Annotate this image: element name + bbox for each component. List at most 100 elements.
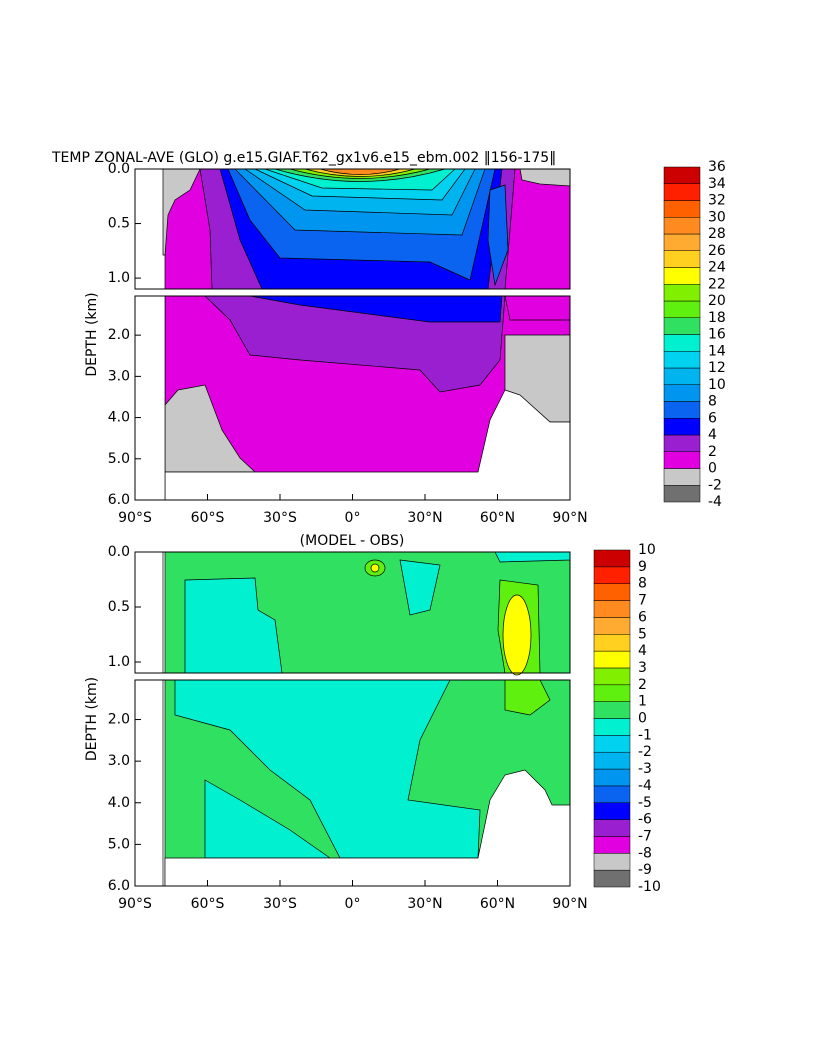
colorbar-label: 2 xyxy=(638,677,647,693)
chart-title: (MODEL - OBS) xyxy=(300,533,405,549)
colorbar-label: 12 xyxy=(708,360,726,376)
colorbar-label: 8 xyxy=(638,576,647,592)
colorbar-band xyxy=(593,751,631,770)
colorbar-label: 0 xyxy=(708,461,717,477)
colorbar-label: -7 xyxy=(638,828,652,844)
x-tick-label: 30°N xyxy=(407,510,442,526)
y-tick-label: 1.0 xyxy=(108,270,130,286)
colorbar-label: 22 xyxy=(708,276,726,292)
colorbar-band xyxy=(593,836,631,854)
colorbar-band xyxy=(593,869,631,888)
colorbar-label: 4 xyxy=(638,643,647,659)
colorbar-label: 16 xyxy=(708,327,726,343)
y-axis-label: DEPTH (km) xyxy=(84,677,100,761)
y-tick-label: 1.0 xyxy=(108,654,130,670)
x-tick-label: 0° xyxy=(345,896,361,912)
colorbar-band xyxy=(663,367,701,385)
colorbar-label: 6 xyxy=(638,609,647,625)
colorbar-band xyxy=(593,785,631,804)
y-tick-label: 2.0 xyxy=(108,712,130,728)
colorbar-band xyxy=(593,617,631,635)
colorbar-label: 14 xyxy=(708,343,726,359)
colorbar-band xyxy=(663,300,701,318)
colorbar-band xyxy=(593,650,631,669)
colorbar-label: 9 xyxy=(638,559,647,575)
plot-frame xyxy=(134,551,571,674)
y-tick-label: 6.0 xyxy=(108,878,130,894)
colorbar-label: 0 xyxy=(638,711,647,727)
x-tick-label: 90°N xyxy=(552,510,587,526)
colorbar-band xyxy=(663,334,701,352)
x-tick-label: 60°S xyxy=(191,510,225,526)
colorbar-label: 10 xyxy=(638,542,656,558)
colorbar-band xyxy=(663,485,701,503)
colorbar-band xyxy=(593,735,631,753)
colorbar-label: -2 xyxy=(638,744,652,760)
colorbar-band xyxy=(663,233,701,251)
y-tick-label: 0.5 xyxy=(108,216,130,232)
colorbar-label: -6 xyxy=(638,812,652,828)
field-top xyxy=(134,168,571,501)
colorbar-label: -2 xyxy=(708,477,722,493)
colorbar-label: 32 xyxy=(708,193,726,209)
x-tick-label: 60°S xyxy=(191,896,225,912)
colorbar-label: -5 xyxy=(638,795,652,811)
colorbar-band xyxy=(663,183,701,201)
colorbar-label: 26 xyxy=(708,243,726,259)
x-tick-label: 90°S xyxy=(118,896,152,912)
colorbar-band xyxy=(663,434,701,452)
colorbar-label: 24 xyxy=(708,260,726,276)
x-tick-label: 30°S xyxy=(263,896,297,912)
colorbar-band xyxy=(663,267,701,285)
colorbar-band xyxy=(593,768,631,787)
colorbar-band xyxy=(593,701,631,719)
colorbar-label: 20 xyxy=(708,293,726,309)
y-tick-label: 0.0 xyxy=(108,544,130,560)
colorbar-label: -9 xyxy=(638,862,652,878)
colorbar-label: -1 xyxy=(638,727,652,743)
colorbar-label: 6 xyxy=(708,410,717,426)
plot-frame xyxy=(134,168,571,290)
colorbar-band xyxy=(593,667,631,686)
colorbar-band xyxy=(593,549,631,568)
colorbar-band xyxy=(663,468,701,486)
colorbar-band xyxy=(593,802,631,820)
colorbar-label: 34 xyxy=(708,176,726,192)
colorbar-band xyxy=(593,819,631,837)
colorbar-label: 1 xyxy=(638,694,647,710)
colorbar-label: 7 xyxy=(638,593,647,609)
y-tick-label: 0.0 xyxy=(108,161,130,177)
colorbar-band xyxy=(593,634,631,652)
x-tick-label: 30°S xyxy=(263,510,297,526)
y-tick-label: 5.0 xyxy=(108,836,130,852)
field-bottom xyxy=(134,551,571,887)
x-tick-label: 60°N xyxy=(480,510,515,526)
y-axis-label: DEPTH (km) xyxy=(84,292,100,376)
colorbar-band xyxy=(663,351,701,369)
x-tick-label: 90°S xyxy=(118,510,152,526)
x-tick-label: 30°N xyxy=(407,896,442,912)
colorbar-band xyxy=(663,166,701,184)
colorbar-label: 36 xyxy=(708,159,726,175)
colorbar-band xyxy=(593,684,631,702)
y-tick-label: 3.0 xyxy=(108,368,130,384)
colorbar-band xyxy=(663,451,701,469)
colorbar-label: 8 xyxy=(708,394,717,410)
chart-title: TEMP ZONAL-AVE (GLO) g.e15.GIAF.T62_gx1v… xyxy=(51,150,556,166)
colorbar-label: 3 xyxy=(638,660,647,676)
colorbar-band xyxy=(663,317,701,335)
colorbar-band xyxy=(663,284,701,302)
y-tick-label: 6.0 xyxy=(108,492,130,508)
colorbar-label: 18 xyxy=(708,310,726,326)
colorbar-label: -4 xyxy=(708,494,722,510)
x-tick-label: 0° xyxy=(345,510,361,526)
colorbar-band xyxy=(663,418,701,436)
colorbar-band xyxy=(663,384,701,402)
colorbar-band xyxy=(663,250,701,268)
y-tick-label: 2.0 xyxy=(108,327,130,343)
colorbar-label: -10 xyxy=(638,879,661,895)
y-tick-label: 3.0 xyxy=(108,753,130,769)
colorbar-label: 4 xyxy=(708,427,717,443)
y-tick-label: 4.0 xyxy=(108,795,130,811)
